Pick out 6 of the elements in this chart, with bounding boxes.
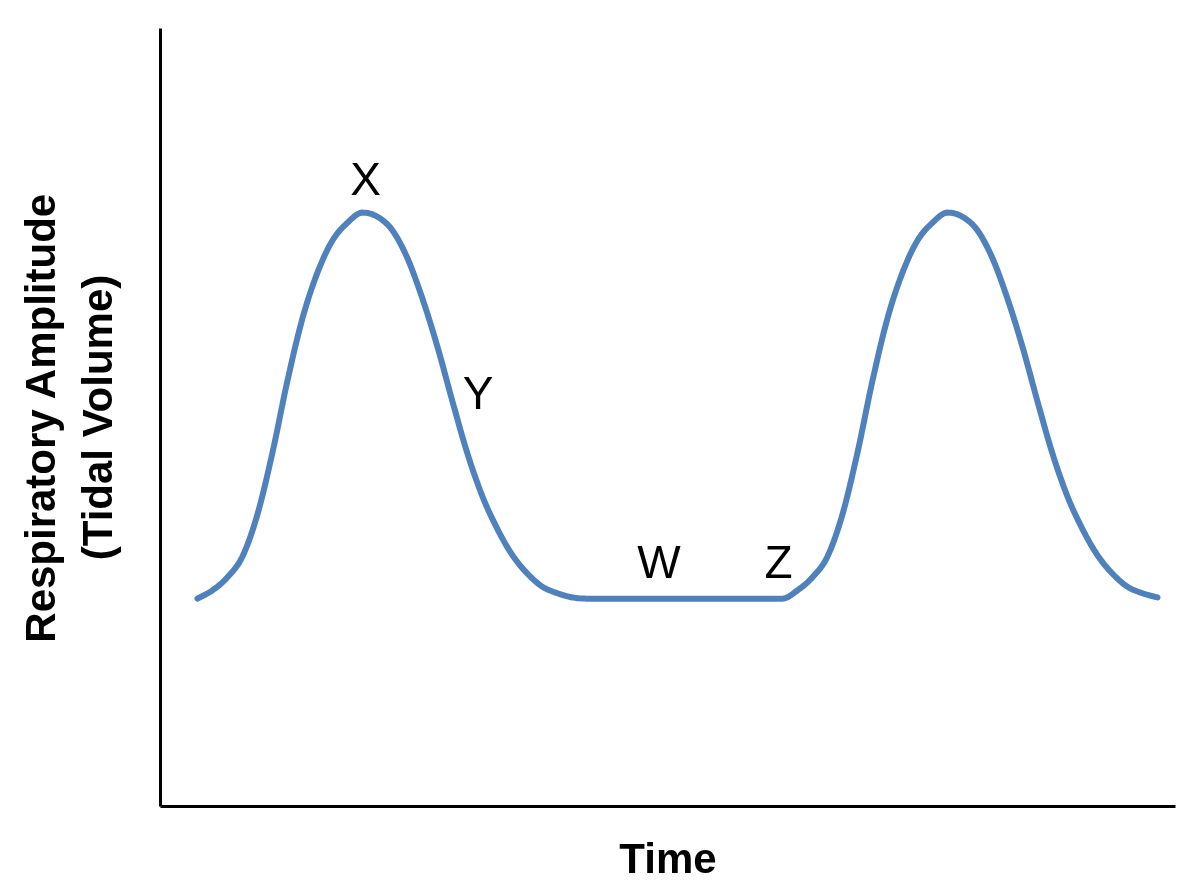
text: X <box>350 152 381 205</box>
annotation: Y <box>462 366 494 419</box>
annotation: Z <box>764 536 793 589</box>
x-axis-title: Time <box>619 834 717 882</box>
y-axis-title: Respiratory Amplitude (Tidal Volume) <box>17 193 121 643</box>
annotation: W <box>637 536 682 589</box>
